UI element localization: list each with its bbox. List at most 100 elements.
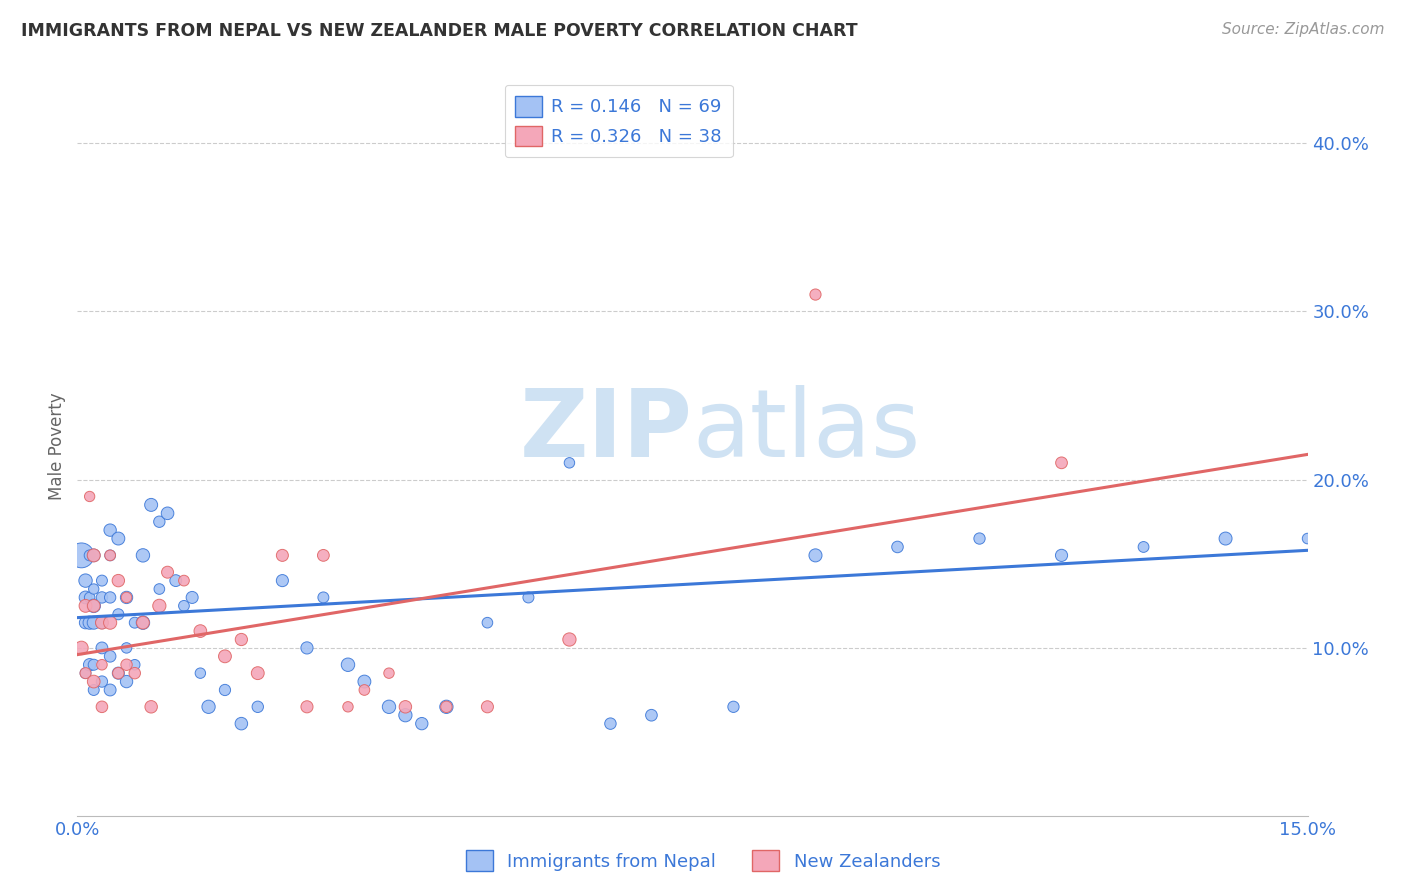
Point: [79, 591, 101, 605]
Point: [98, 683, 121, 698]
Point: [107, 532, 129, 546]
Point: [477, 615, 499, 630]
Point: [90, 615, 114, 630]
Point: [231, 716, 253, 731]
Point: [90, 574, 114, 588]
Text: ZIP: ZIP: [520, 385, 693, 477]
Point: [107, 666, 129, 681]
Text: Source: ZipAtlas.com: Source: ZipAtlas.com: [1222, 22, 1385, 37]
Point: [231, 632, 253, 647]
Point: [98, 615, 121, 630]
Point: [312, 591, 335, 605]
Point: [90, 657, 114, 672]
Point: [83, 615, 105, 630]
Point: [214, 683, 236, 698]
Point: [132, 549, 155, 563]
Point: [79, 490, 101, 504]
Point: [79, 615, 101, 630]
Point: [271, 574, 294, 588]
Point: [70, 640, 93, 655]
Point: [353, 674, 375, 689]
Point: [599, 716, 621, 731]
Point: [75, 666, 97, 681]
Point: [83, 683, 105, 698]
Point: [115, 674, 138, 689]
Text: atlas: atlas: [693, 385, 921, 477]
Point: [107, 607, 129, 622]
Point: [90, 591, 114, 605]
Point: [181, 591, 204, 605]
Point: [173, 574, 195, 588]
Point: [436, 699, 458, 714]
Point: [148, 599, 170, 613]
Point: [98, 523, 121, 537]
Point: [1050, 549, 1073, 563]
Point: [337, 657, 360, 672]
Point: [75, 574, 97, 588]
Point: [79, 657, 101, 672]
Point: [83, 599, 105, 613]
Point: [411, 716, 433, 731]
Point: [378, 666, 401, 681]
Point: [246, 666, 269, 681]
Point: [1296, 532, 1319, 546]
Point: [517, 591, 540, 605]
Point: [75, 666, 97, 681]
Point: [477, 699, 499, 714]
Point: [188, 624, 212, 639]
Point: [90, 699, 114, 714]
Point: [271, 549, 294, 563]
Point: [98, 549, 121, 563]
Point: [75, 599, 97, 613]
Point: [83, 674, 105, 689]
Point: [295, 640, 318, 655]
Point: [90, 615, 114, 630]
Point: [148, 515, 170, 529]
Point: [75, 591, 97, 605]
Point: [804, 287, 827, 301]
Point: [83, 549, 105, 563]
Point: [394, 708, 416, 723]
Point: [156, 506, 179, 520]
Point: [79, 549, 101, 563]
Point: [141, 498, 163, 512]
Point: [886, 540, 908, 554]
Point: [115, 591, 138, 605]
Point: [1132, 540, 1154, 554]
Point: [83, 549, 105, 563]
Point: [1215, 532, 1237, 546]
Point: [558, 632, 581, 647]
Point: [188, 666, 212, 681]
Point: [90, 674, 114, 689]
Point: [295, 699, 318, 714]
Point: [640, 708, 662, 723]
Point: [70, 549, 93, 563]
Point: [90, 640, 114, 655]
Y-axis label: Male Poverty: Male Poverty: [48, 392, 66, 500]
Point: [312, 549, 335, 563]
Point: [98, 591, 121, 605]
Point: [353, 683, 375, 698]
Text: IMMIGRANTS FROM NEPAL VS NEW ZEALANDER MALE POVERTY CORRELATION CHART: IMMIGRANTS FROM NEPAL VS NEW ZEALANDER M…: [21, 22, 858, 40]
Point: [1050, 456, 1073, 470]
Point: [214, 649, 236, 664]
Point: [141, 699, 163, 714]
Point: [98, 649, 121, 664]
Point: [115, 657, 138, 672]
Point: [75, 615, 97, 630]
Point: [83, 599, 105, 613]
Point: [173, 599, 195, 613]
Point: [115, 640, 138, 655]
Point: [83, 582, 105, 596]
Point: [804, 549, 827, 563]
Point: [156, 565, 179, 579]
Point: [115, 591, 138, 605]
Point: [337, 699, 360, 714]
Point: [969, 532, 991, 546]
Point: [124, 657, 146, 672]
Point: [436, 699, 458, 714]
Point: [197, 699, 219, 714]
Point: [132, 615, 155, 630]
Legend: R = 0.146   N = 69, R = 0.326   N = 38: R = 0.146 N = 69, R = 0.326 N = 38: [505, 85, 733, 157]
Point: [124, 666, 146, 681]
